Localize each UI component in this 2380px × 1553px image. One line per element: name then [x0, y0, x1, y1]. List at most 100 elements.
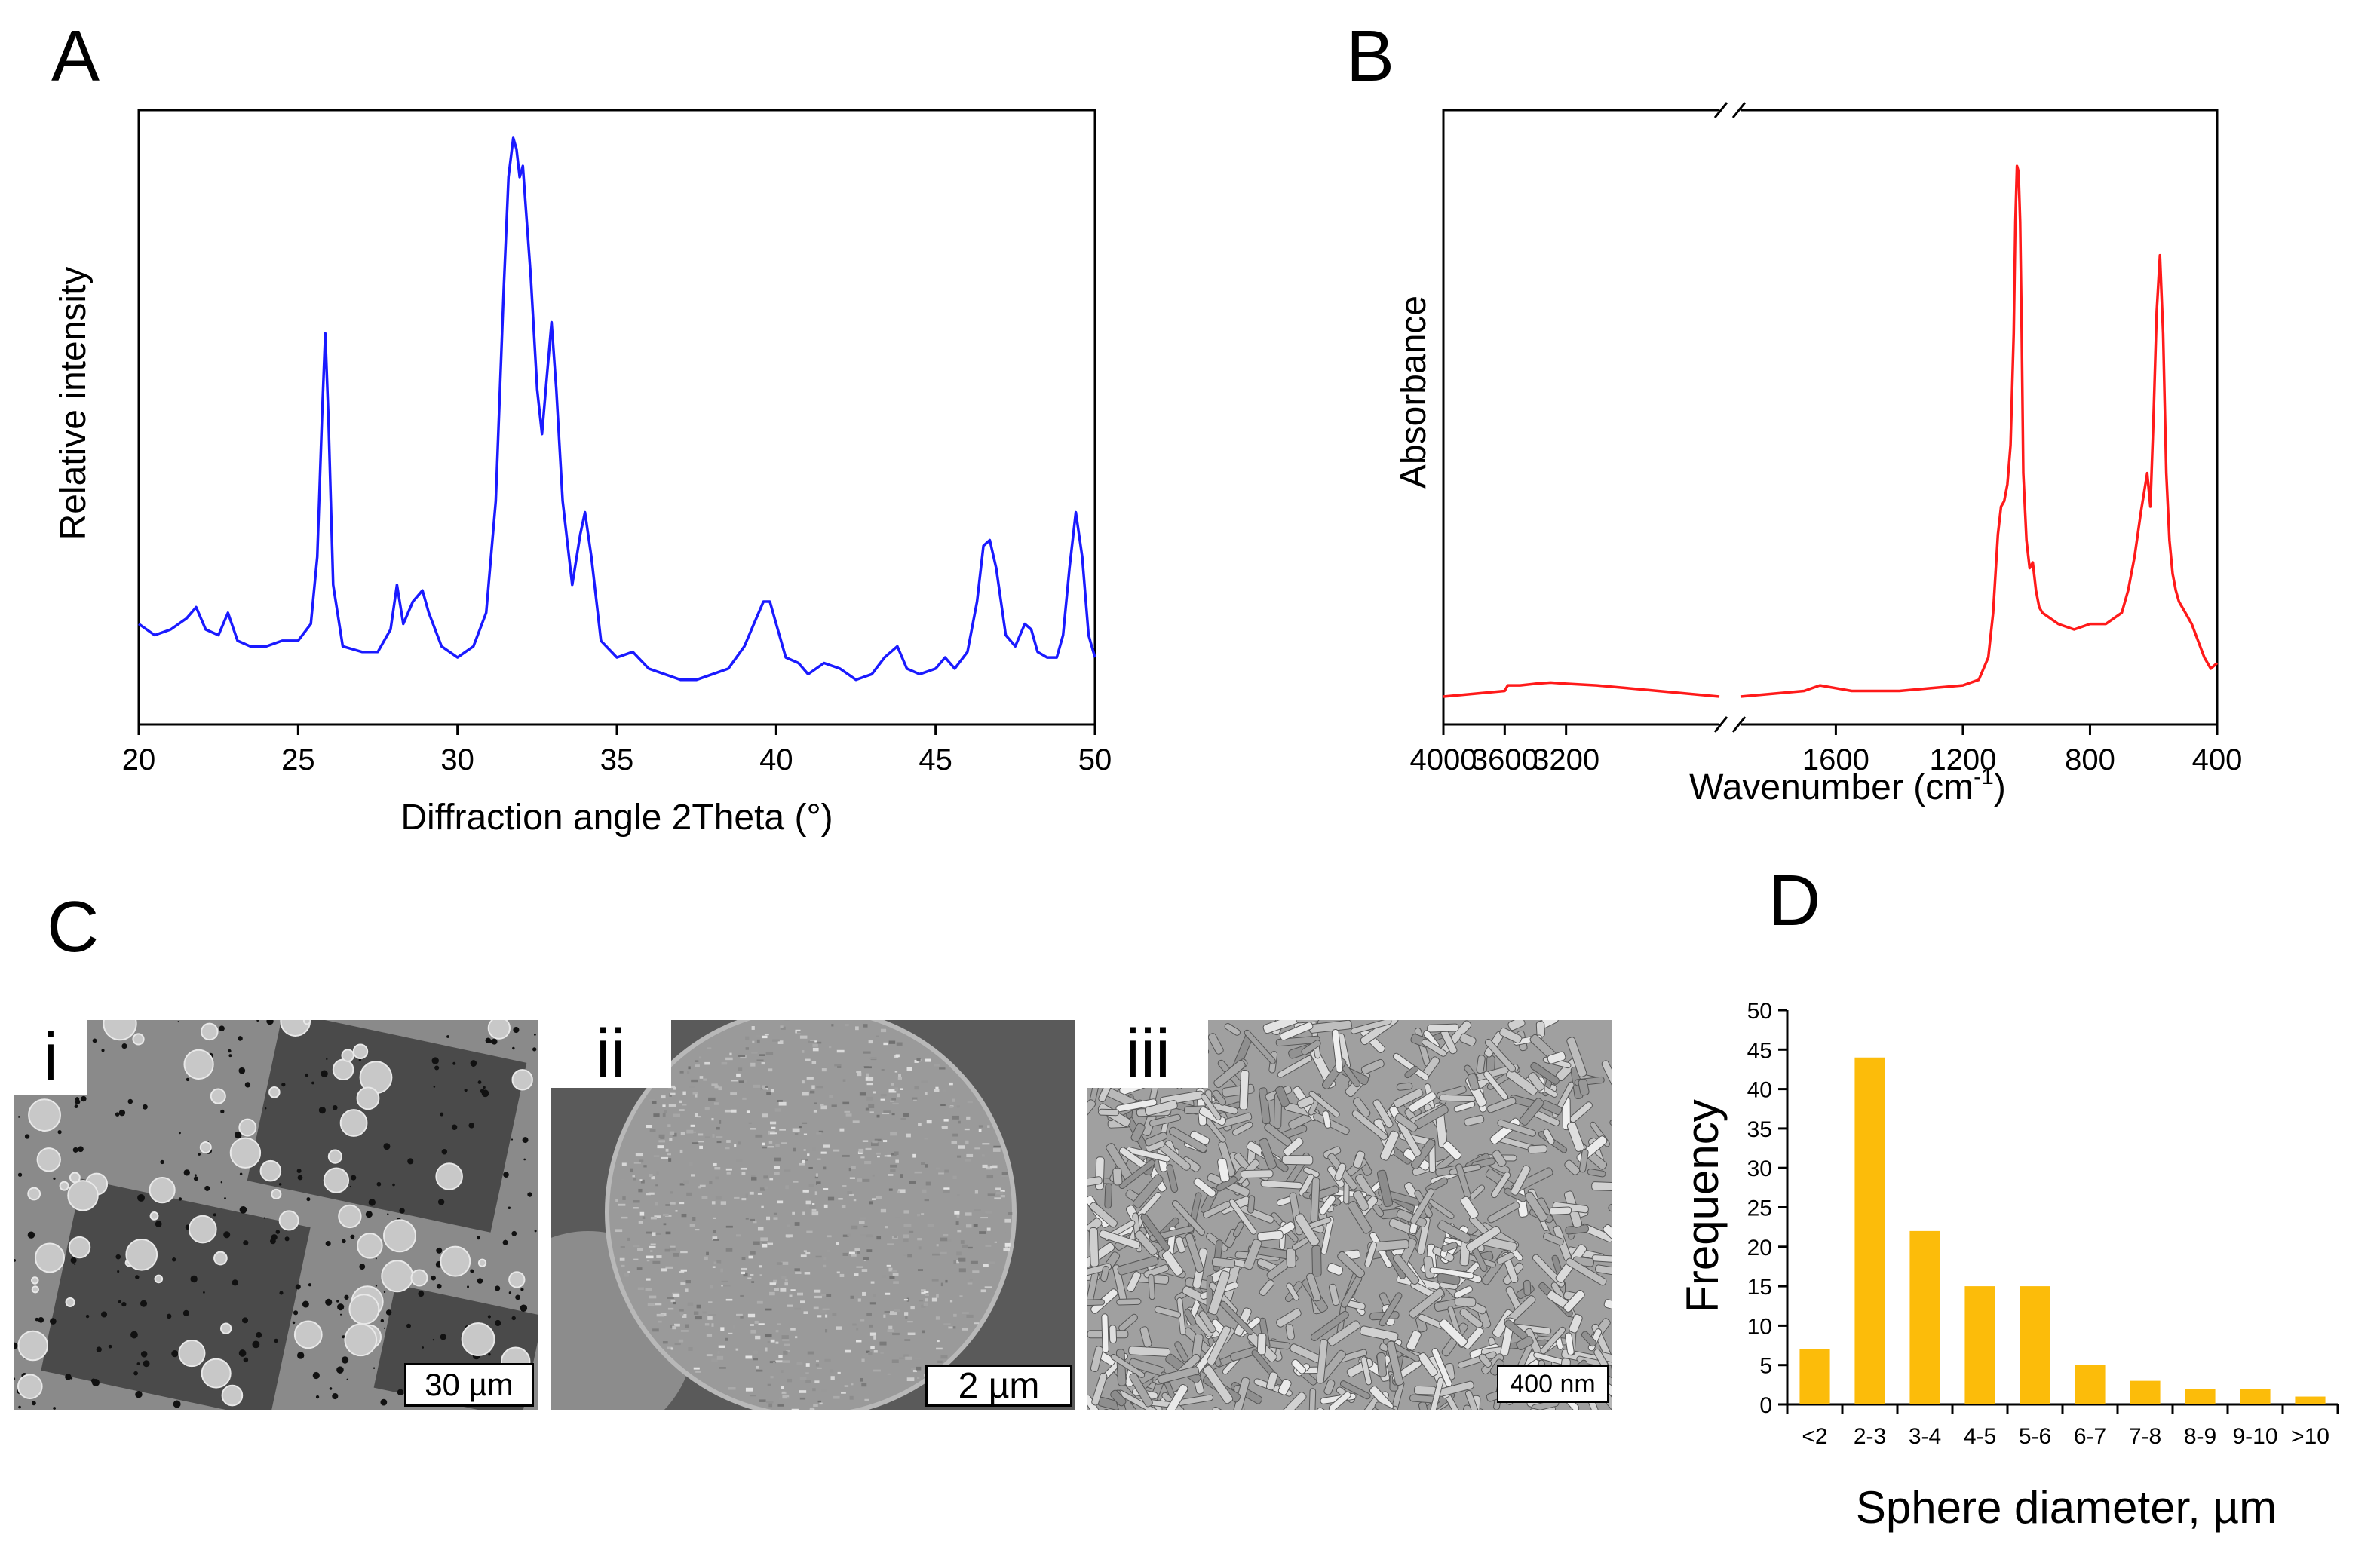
- sem-rod: [1149, 1113, 1181, 1127]
- sem-crystal: [967, 1101, 973, 1104]
- sem-crystal: [769, 1282, 776, 1285]
- sem-rod: [1394, 1113, 1418, 1132]
- sem-rod: [1130, 1123, 1146, 1142]
- sem-crystal: [720, 1201, 727, 1205]
- sem-pore: [70, 1257, 77, 1264]
- sem-crystal: [798, 1126, 802, 1129]
- sem-crystal: [949, 1082, 953, 1086]
- sem-crystal: [893, 1281, 899, 1284]
- sem-pore: [265, 1107, 267, 1110]
- sem-pore: [101, 1311, 108, 1318]
- sem-pore: [198, 1153, 201, 1156]
- xrd-y-axis-label: Relative intensity: [54, 267, 94, 541]
- sem-crystal: [824, 1358, 831, 1362]
- sem-crystal: [869, 1111, 874, 1113]
- sem-crystal: [866, 1350, 870, 1353]
- sem-sphere: [327, 1149, 342, 1164]
- sem-crystal: [620, 1246, 625, 1248]
- sem-crystal: [813, 1306, 819, 1310]
- sem-crystal: [667, 1085, 676, 1089]
- sem-pore: [127, 1098, 133, 1104]
- histogram-y-tick-label: 45: [1747, 1038, 1772, 1063]
- sem-rod: [1116, 1298, 1142, 1306]
- sem-crystal: [994, 1241, 997, 1243]
- scale-bar-ii: 2 µm: [958, 1365, 1040, 1406]
- sem-pore: [293, 1310, 299, 1316]
- sem-crystal: [770, 1376, 774, 1379]
- sem-rod: [1262, 1020, 1305, 1034]
- sem-crystal: [615, 1199, 618, 1202]
- sem-pore: [115, 1112, 120, 1117]
- sem-crystal: [828, 1046, 832, 1049]
- ftir-x-axis-label-sup: -1: [1974, 764, 1994, 789]
- sem-crystal: [687, 1302, 694, 1306]
- sem-crystal: [802, 1050, 805, 1053]
- sem-crystal: [931, 1279, 939, 1282]
- sem-crystal: [647, 1303, 655, 1306]
- sem-crystal: [907, 1320, 913, 1323]
- sem-crystal: [685, 1324, 689, 1328]
- ftir-x-tick-label: 1200: [1929, 743, 1996, 776]
- sem-crystal: [925, 1164, 928, 1168]
- sem-crystal: [735, 1348, 739, 1351]
- sem-crystal: [955, 1221, 959, 1225]
- sem-crystal: [814, 1191, 818, 1196]
- sem-crystal: [800, 1300, 805, 1304]
- sem-crystal: [833, 1395, 840, 1399]
- sem-crystal: [868, 1104, 875, 1108]
- sem-sphere: [183, 1049, 214, 1080]
- sem-sphere: [201, 1358, 232, 1389]
- ftir-axes: [1442, 102, 2219, 733]
- sem-rod: [1372, 1099, 1394, 1129]
- sem-rod: [1257, 1230, 1284, 1242]
- sem-rod: [1569, 1101, 1593, 1123]
- sem-crystal: [831, 1024, 834, 1027]
- sem-pore: [383, 1143, 391, 1150]
- sem-crystal: [744, 1080, 747, 1083]
- sem-sphere: [229, 1137, 262, 1169]
- scale-bar-iii: 400 nm: [1510, 1369, 1596, 1398]
- sem-sphere: [178, 1340, 206, 1368]
- sem-crystal: [633, 1162, 641, 1164]
- sem-crystal: [935, 1167, 940, 1170]
- sem-crystal: [911, 1368, 916, 1370]
- sem-rod: [1212, 1089, 1227, 1106]
- sem-crystal: [995, 1191, 1004, 1195]
- sem-pore: [256, 1020, 259, 1022]
- sem-rod: [1453, 1285, 1473, 1299]
- sem-rod: [1437, 1273, 1461, 1285]
- sem-rod: [1331, 1028, 1344, 1074]
- sem-crystal: [943, 1119, 949, 1122]
- sem-crystal: [765, 1052, 774, 1055]
- sem-crystal: [956, 1251, 962, 1256]
- sem-crystal: [800, 1254, 807, 1257]
- sem-crystal: [889, 1276, 895, 1279]
- sem-rod: [1549, 1206, 1572, 1215]
- sem-pore: [252, 1340, 260, 1349]
- sem-crystal: [748, 1255, 753, 1259]
- sem-crystal: [805, 1251, 811, 1255]
- sem-crystal: [735, 1234, 741, 1237]
- sem-crystal: [897, 1196, 903, 1200]
- sem-pore: [471, 1063, 476, 1067]
- sem-crystal: [845, 1024, 849, 1027]
- sem-pore: [373, 1367, 376, 1369]
- sem-rod: [1524, 1191, 1548, 1222]
- sem-pore: [433, 1086, 436, 1088]
- sem-crystal: [994, 1197, 1001, 1200]
- sem-pore: [368, 1199, 376, 1206]
- sem-crystal: [962, 1312, 969, 1315]
- sem-crystal: [768, 1141, 773, 1144]
- sem-crystal: [940, 1104, 946, 1107]
- sem-crystal: [751, 1281, 755, 1283]
- sem-crystal: [669, 1247, 676, 1251]
- sem-rod: [1185, 1233, 1204, 1273]
- sem-rod: [1364, 1241, 1377, 1268]
- sem-crystal: [931, 1253, 940, 1256]
- sem-crystal: [773, 1285, 777, 1288]
- sem-rod: [1543, 1129, 1555, 1145]
- sem-crystal: [799, 1397, 806, 1400]
- sem-crystal: [655, 1202, 658, 1206]
- sem-crystal: [965, 1159, 971, 1162]
- sem-crystal: [794, 1307, 802, 1310]
